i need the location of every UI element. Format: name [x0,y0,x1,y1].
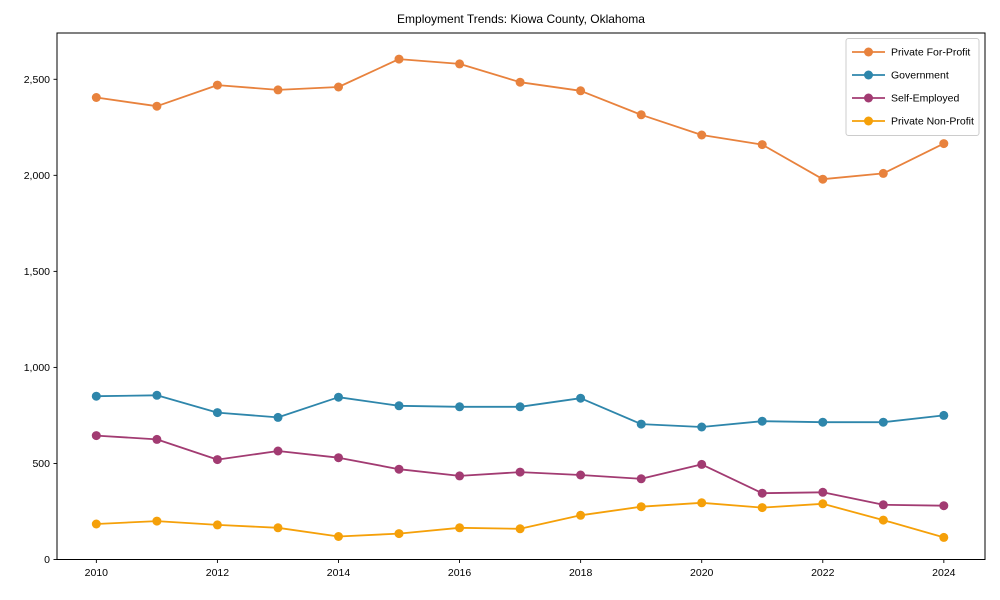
data-point-government [939,410,949,420]
legend-box [845,38,980,136]
data-point-private-non-profit [515,524,525,534]
legend-marker-private-non-profit [864,116,873,126]
y-tick-label: 500 [32,458,50,470]
data-point-private-for-profit [455,59,465,69]
data-point-government [334,392,343,402]
data-point-private-non-profit [334,532,343,541]
x-tick-label: 2012 [206,567,230,579]
data-point-private-for-profit [878,168,888,178]
data-point-self-employed [757,488,767,498]
data-point-government [212,408,222,418]
y-tick-label: 2,000 [24,170,50,182]
legend: Private For-Profit Government Self-Employe… [845,38,980,136]
data-point-government [757,416,767,426]
data-point-government [515,402,525,412]
data-point-government [152,390,162,400]
data-point-private-non-profit [818,499,828,509]
data-point-government [576,393,586,403]
axes: 2010 2012 2014 2016 2018 2020 2022 2024 0 500 1,00… [24,32,986,579]
data-point-private-non-profit [697,498,707,508]
data-point-private-for-profit [515,77,525,87]
data-point-private-for-profit [273,85,283,95]
series-line-private-for-profit [95,58,945,181]
data-point-government [394,401,404,411]
x-tick-label: 2018 [569,567,593,579]
data-point-self-employed [91,431,101,441]
data-point-self-employed [939,501,949,511]
data-point-private-for-profit [697,130,707,140]
data-point-private-for-profit [939,139,949,149]
y-tick-label: 1,000 [24,362,50,374]
legend-item-self-employed: Self-Employed [852,93,959,105]
data-point-private-non-profit [394,529,404,539]
data-point-private-for-profit [818,174,828,184]
data-point-private-for-profit [636,110,646,120]
legend-marker-private-for-profit [864,47,873,57]
data-point-private-non-profit [576,510,586,520]
legend-label: Private For-Profit [891,47,970,59]
data-point-self-employed [455,471,465,481]
data-point-government [455,402,465,412]
legend-marker-government [864,70,873,80]
data-point-private-for-profit [152,101,162,111]
data-point-self-employed [515,467,525,477]
series-lines [91,54,949,542]
data-point-private-non-profit [878,515,888,525]
data-point-private-non-profit [273,523,283,533]
data-point-private-non-profit [212,520,222,530]
data-point-government [91,391,101,401]
data-point-self-employed [636,474,646,484]
data-point-private-non-profit [152,516,162,526]
x-tick-label: 2010 [85,567,109,579]
data-point-private-for-profit [576,86,586,96]
data-point-private-for-profit [334,82,343,92]
legend-label: Government [891,70,949,82]
legend-marker-self-employed [864,93,873,103]
plot-border [56,32,986,560]
data-point-self-employed [818,487,828,497]
data-point-private-non-profit [455,523,465,533]
data-point-government [636,419,646,429]
legend-item-private-non-profit: Private Non-Profit [852,116,974,128]
data-point-government [273,412,283,422]
data-point-self-employed [394,464,404,474]
legend-item-private-for-profit: Private For-Profit [852,47,970,59]
x-tick-label: 2022 [811,567,835,579]
x-tick-label: 2024 [932,567,956,579]
data-point-private-non-profit [939,532,949,542]
x-tick-label: 2014 [327,567,351,579]
y-tick-label: 2,500 [24,74,50,86]
data-point-private-for-profit [757,140,767,150]
legend-label: Private Non-Profit [891,116,974,128]
data-point-government [878,417,888,427]
x-tick-label: 2020 [690,567,714,579]
data-point-self-employed [334,453,343,463]
data-point-self-employed [152,434,162,444]
data-point-private-non-profit [636,502,646,512]
legend-label: Self-Employed [891,93,959,105]
data-point-self-employed [212,455,222,465]
data-point-self-employed [576,470,586,480]
chart-title: Employment Trends: Kiowa County, Oklahom… [397,12,645,26]
data-point-private-for-profit [394,54,404,64]
data-point-government [697,422,707,432]
data-point-self-employed [697,459,707,469]
data-point-private-for-profit [91,93,101,102]
data-point-private-for-profit [212,80,222,90]
y-tick-label: 0 [44,554,50,566]
data-point-self-employed [273,446,283,456]
data-point-government [818,417,828,427]
x-tick-label: 2016 [448,567,472,579]
legend-item-government: Government [852,70,949,82]
y-tick-label: 1,500 [24,266,50,278]
data-point-private-non-profit [757,503,767,513]
data-point-private-non-profit [91,519,101,529]
data-point-self-employed [878,500,888,510]
